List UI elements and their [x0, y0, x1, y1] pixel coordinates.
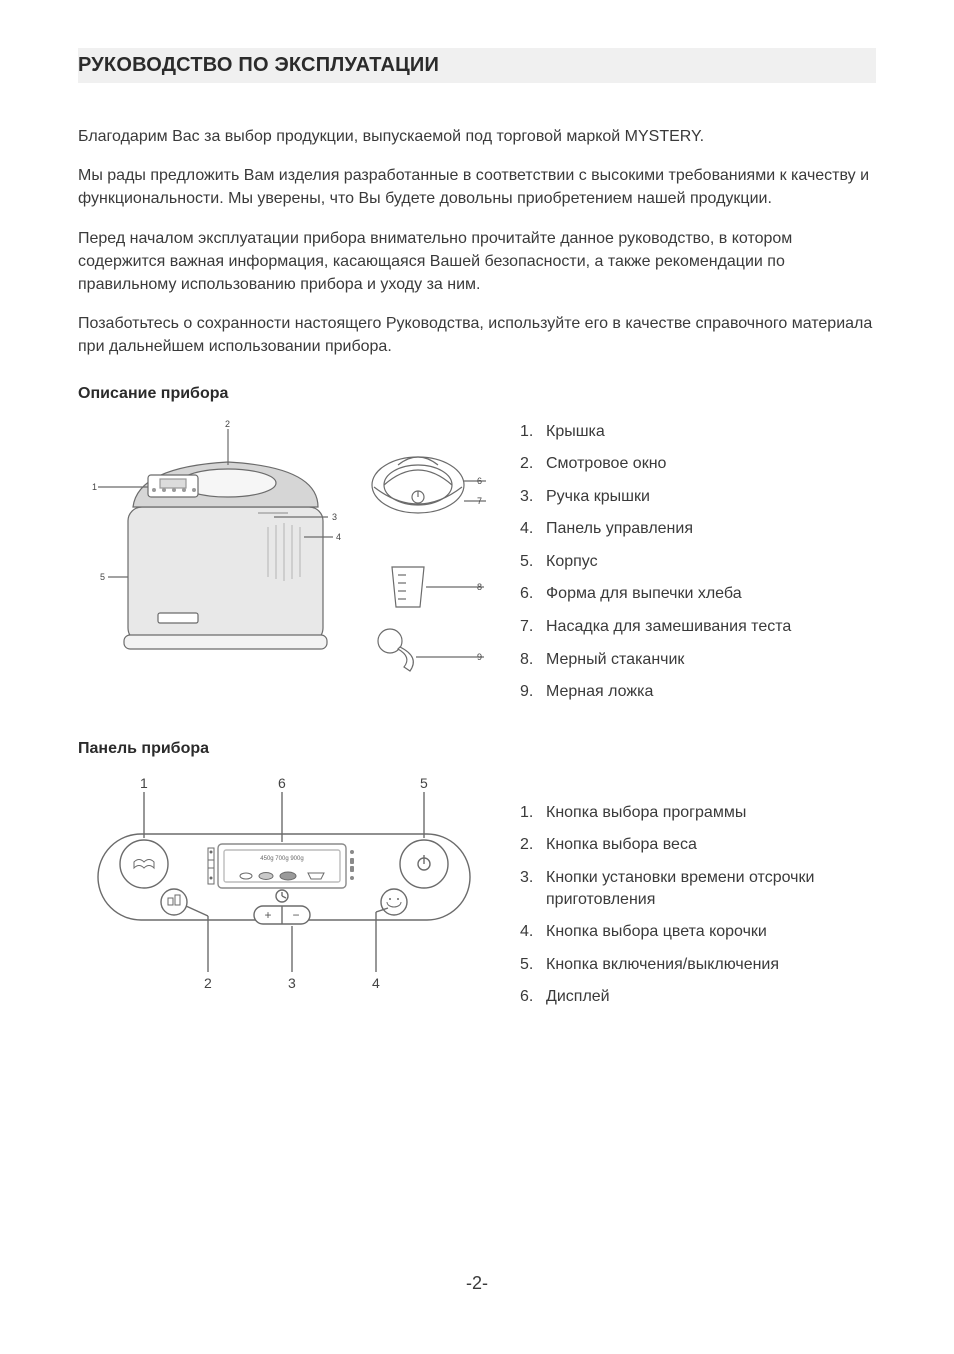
panel-parts-list: Кнопка выбора программы Кнопка выбора ве…: [520, 802, 876, 1008]
intro-p3: Перед началом эксплуатации прибора внима…: [78, 227, 876, 297]
callout-6: 6: [477, 476, 482, 486]
callout-2: 2: [225, 419, 230, 429]
list-item: Мерный стаканчик: [520, 649, 876, 671]
page-number: -2-: [0, 1273, 954, 1294]
svg-text:+: +: [264, 908, 271, 922]
callout-7: 7: [477, 496, 482, 506]
callout-8: 8: [477, 582, 482, 592]
list-item: Корпус: [520, 551, 876, 573]
display-text: 450g 700g 900g: [260, 856, 303, 862]
panel-callout-2: 2: [204, 975, 212, 991]
callout-9: 9: [477, 652, 482, 662]
page-title: РУКОВОДСТВО ПО ЭКСПЛУАТАЦИИ: [78, 54, 868, 77]
list-item: Дисплей: [520, 986, 876, 1008]
panel-callout-6: 6: [278, 775, 286, 791]
list-item: Панель управления: [520, 518, 876, 540]
callout-3: 3: [332, 512, 337, 522]
list-item: Мерная ложка: [520, 681, 876, 703]
list-item: Крышка: [520, 421, 876, 443]
callout-4: 4: [336, 532, 341, 542]
page-title-bar: РУКОВОДСТВО ПО ЭКСПЛУАТАЦИИ: [78, 48, 876, 83]
intro-p2: Мы рады предложить Вам изделия разработа…: [78, 164, 876, 210]
list-item: Кнопка выбора цвета корочки: [520, 921, 876, 943]
callout-5: 5: [100, 572, 105, 582]
intro-text: Благодарим Вас за выбор продукции, выпус…: [78, 125, 876, 359]
panel-heading: Панель прибора: [78, 740, 876, 758]
list-item: Форма для выпечки хлеба: [520, 583, 876, 605]
device-heading: Описание прибора: [78, 385, 876, 403]
list-item: Кнопки установки времени отсрочки пригот…: [520, 867, 876, 910]
panel-callout-4: 4: [372, 975, 380, 991]
svg-text:−: −: [292, 908, 299, 922]
device-diagram: 1 2 3 4 5 6 7 8 9: [78, 417, 490, 682]
panel-callout-1: 1: [140, 775, 148, 791]
list-item: Ручка крышки: [520, 486, 876, 508]
list-item: Смотровое окно: [520, 453, 876, 475]
list-item: Насадка для замешивания теста: [520, 616, 876, 638]
device-parts-list: Крышка Смотровое окно Ручка крышки Панел…: [520, 421, 876, 703]
panel-callout-3: 3: [288, 975, 296, 991]
list-item: Кнопка включения/выключения: [520, 954, 876, 976]
list-item: Кнопка выбора веса: [520, 834, 876, 856]
panel-callout-5: 5: [420, 775, 428, 791]
intro-p1: Благодарим Вас за выбор продукции, выпус…: [78, 125, 876, 148]
intro-p4: Позаботьтесь о сохранности настоящего Ру…: [78, 312, 876, 358]
panel-diagram: 450g 700g 900g: [78, 772, 490, 1002]
list-item: Кнопка выбора программы: [520, 802, 876, 824]
callout-1: 1: [92, 482, 97, 492]
